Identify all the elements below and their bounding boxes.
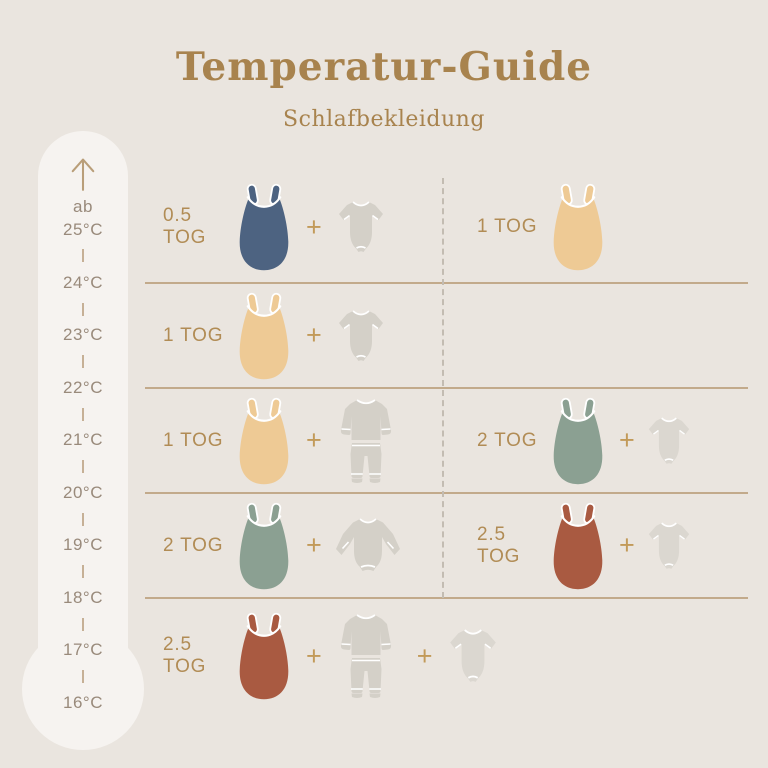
plus-sign: + (619, 425, 635, 455)
thermometer-label-22c: 22°C (63, 378, 103, 397)
page-subtitle: Schlafbekleidung (283, 107, 485, 132)
bodysuit-short-sleeve-icon (448, 628, 498, 684)
tog-label: 1 TOG (163, 429, 224, 451)
sleeping-bag-icon (551, 182, 605, 272)
thermometer-label-17c: 17°C (63, 640, 103, 659)
plus-sign: + (306, 530, 322, 560)
tog-label: 2.5 TOG (163, 634, 207, 677)
sleeping-bag-icon (237, 291, 291, 381)
plus-sign: + (619, 530, 635, 560)
guide-row-17c: 2.5 TOG + + (145, 599, 750, 713)
thermometer-range-prefix: ab (73, 197, 93, 216)
bodysuit-long-sleeve-icon (334, 517, 402, 575)
bodysuit-short-sleeve-icon (337, 200, 385, 254)
bodysuit-short-sleeve-icon (647, 416, 691, 466)
bodysuit-short-sleeve-icon (337, 309, 385, 363)
sleeping-bag-icon (237, 182, 291, 272)
row-17c-left: 2.5 TOG + + (145, 599, 750, 713)
tog-label: 2.5 TOG (477, 523, 521, 567)
plus-sign: + (306, 425, 322, 455)
guide-row-21c: 1 TOG + 2 TOG + (145, 389, 750, 492)
divider-line (145, 597, 748, 599)
thermometer-label-19c: 19°C (63, 535, 103, 554)
pajamas-icon (337, 613, 395, 699)
dashed-column-divider (442, 178, 444, 598)
row-19c-left: 2 TOG + (145, 494, 443, 597)
guide-row-19c: 2 TOG + 2.5 TOG + (145, 494, 750, 597)
plus-sign: + (416, 640, 433, 671)
divider-line (145, 492, 748, 494)
tog-label: 1 TOG (163, 324, 224, 346)
guide-row-23c: 1 TOG + (145, 284, 750, 387)
thermometer-label-20c: 20°C (63, 483, 103, 502)
thermometer-label-18c: 18°C (63, 588, 103, 607)
thermometer-label-25c: 25°C (63, 220, 103, 239)
tick-mark (82, 355, 84, 368)
sleeping-bag-icon (551, 501, 605, 591)
thermometer-label-21c: 21°C (63, 430, 103, 449)
tick-mark (82, 670, 84, 683)
sleeping-bag-icon (551, 396, 605, 486)
plus-sign: + (306, 211, 322, 242)
row-21c-left: 1 TOG + (145, 389, 443, 492)
sleeping-bag-icon (237, 396, 291, 486)
row-21c-right: 2 TOG + (443, 389, 750, 492)
sleeping-bag-icon (237, 501, 291, 591)
tick-mark (82, 249, 84, 262)
row-23c-left: 1 TOG + (145, 284, 443, 387)
row-25c-left: 0.5 TOG + (145, 172, 443, 282)
pajamas-icon (337, 398, 395, 484)
divider-line (145, 387, 748, 389)
plus-sign: + (306, 320, 322, 350)
tick-mark (82, 565, 84, 578)
tog-label: 2 TOG (163, 534, 224, 556)
sleeping-bag-icon (237, 611, 291, 701)
bodysuit-short-sleeve-icon (647, 521, 691, 571)
tick-mark (82, 460, 84, 473)
thermometer-label-23c: 23°C (63, 325, 103, 344)
tog-label: 1 TOG (477, 216, 538, 237)
tick-mark (82, 408, 84, 421)
row-19c-right: 2.5 TOG + (443, 494, 750, 597)
plus-sign: + (306, 640, 322, 671)
row-25c-right: 1 TOG (443, 172, 750, 282)
tog-label: 2 TOG (477, 429, 538, 451)
tick-mark (82, 303, 84, 316)
arrow-up-icon (69, 156, 97, 192)
tick-mark (82, 513, 84, 526)
tog-label: 0.5 TOG (163, 205, 207, 248)
thermometer-bulb (22, 628, 144, 750)
page-title: Temperatur-Guide (175, 44, 593, 90)
thermometer-label-24c: 24°C (63, 273, 103, 292)
guide-row-25c: 0.5 TOG + 1 TOG (145, 172, 750, 282)
divider-line (145, 282, 748, 284)
thermometer-label-16c: 16°C (63, 693, 103, 712)
tick-mark (82, 618, 84, 631)
